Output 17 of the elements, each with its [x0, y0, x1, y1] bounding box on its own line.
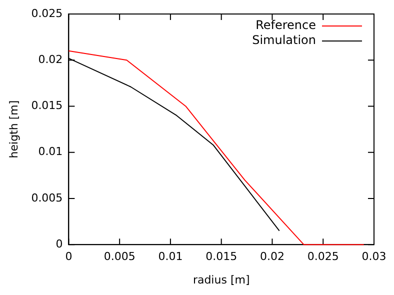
y-tick-label: 0.01 — [38, 145, 63, 158]
x-tick-label: 0.025 — [307, 250, 339, 264]
y-tick-label: 0.025 — [31, 6, 63, 20]
y-tick-label: 0.015 — [31, 99, 63, 112]
legend-label: Simulation — [252, 33, 316, 48]
x-tick-label: 0.02 — [260, 250, 284, 264]
y-tick-label: 0.02 — [38, 52, 63, 66]
x-tick-label: 0.005 — [104, 250, 136, 264]
legend-label: Reference — [256, 18, 316, 32]
y-tick-label: 0 — [56, 237, 63, 250]
y-tick-label: 0.005 — [31, 191, 63, 204]
x-tick-label: 0.03 — [362, 250, 386, 264]
x-tick-label: 0.015 — [206, 250, 238, 264]
x-tick-label: 0.01 — [158, 250, 183, 264]
x-axis-title: radius [m] — [192, 273, 250, 286]
y-axis-title: heigth [m] — [7, 100, 20, 158]
x-tick-label: 0 — [65, 250, 72, 264]
